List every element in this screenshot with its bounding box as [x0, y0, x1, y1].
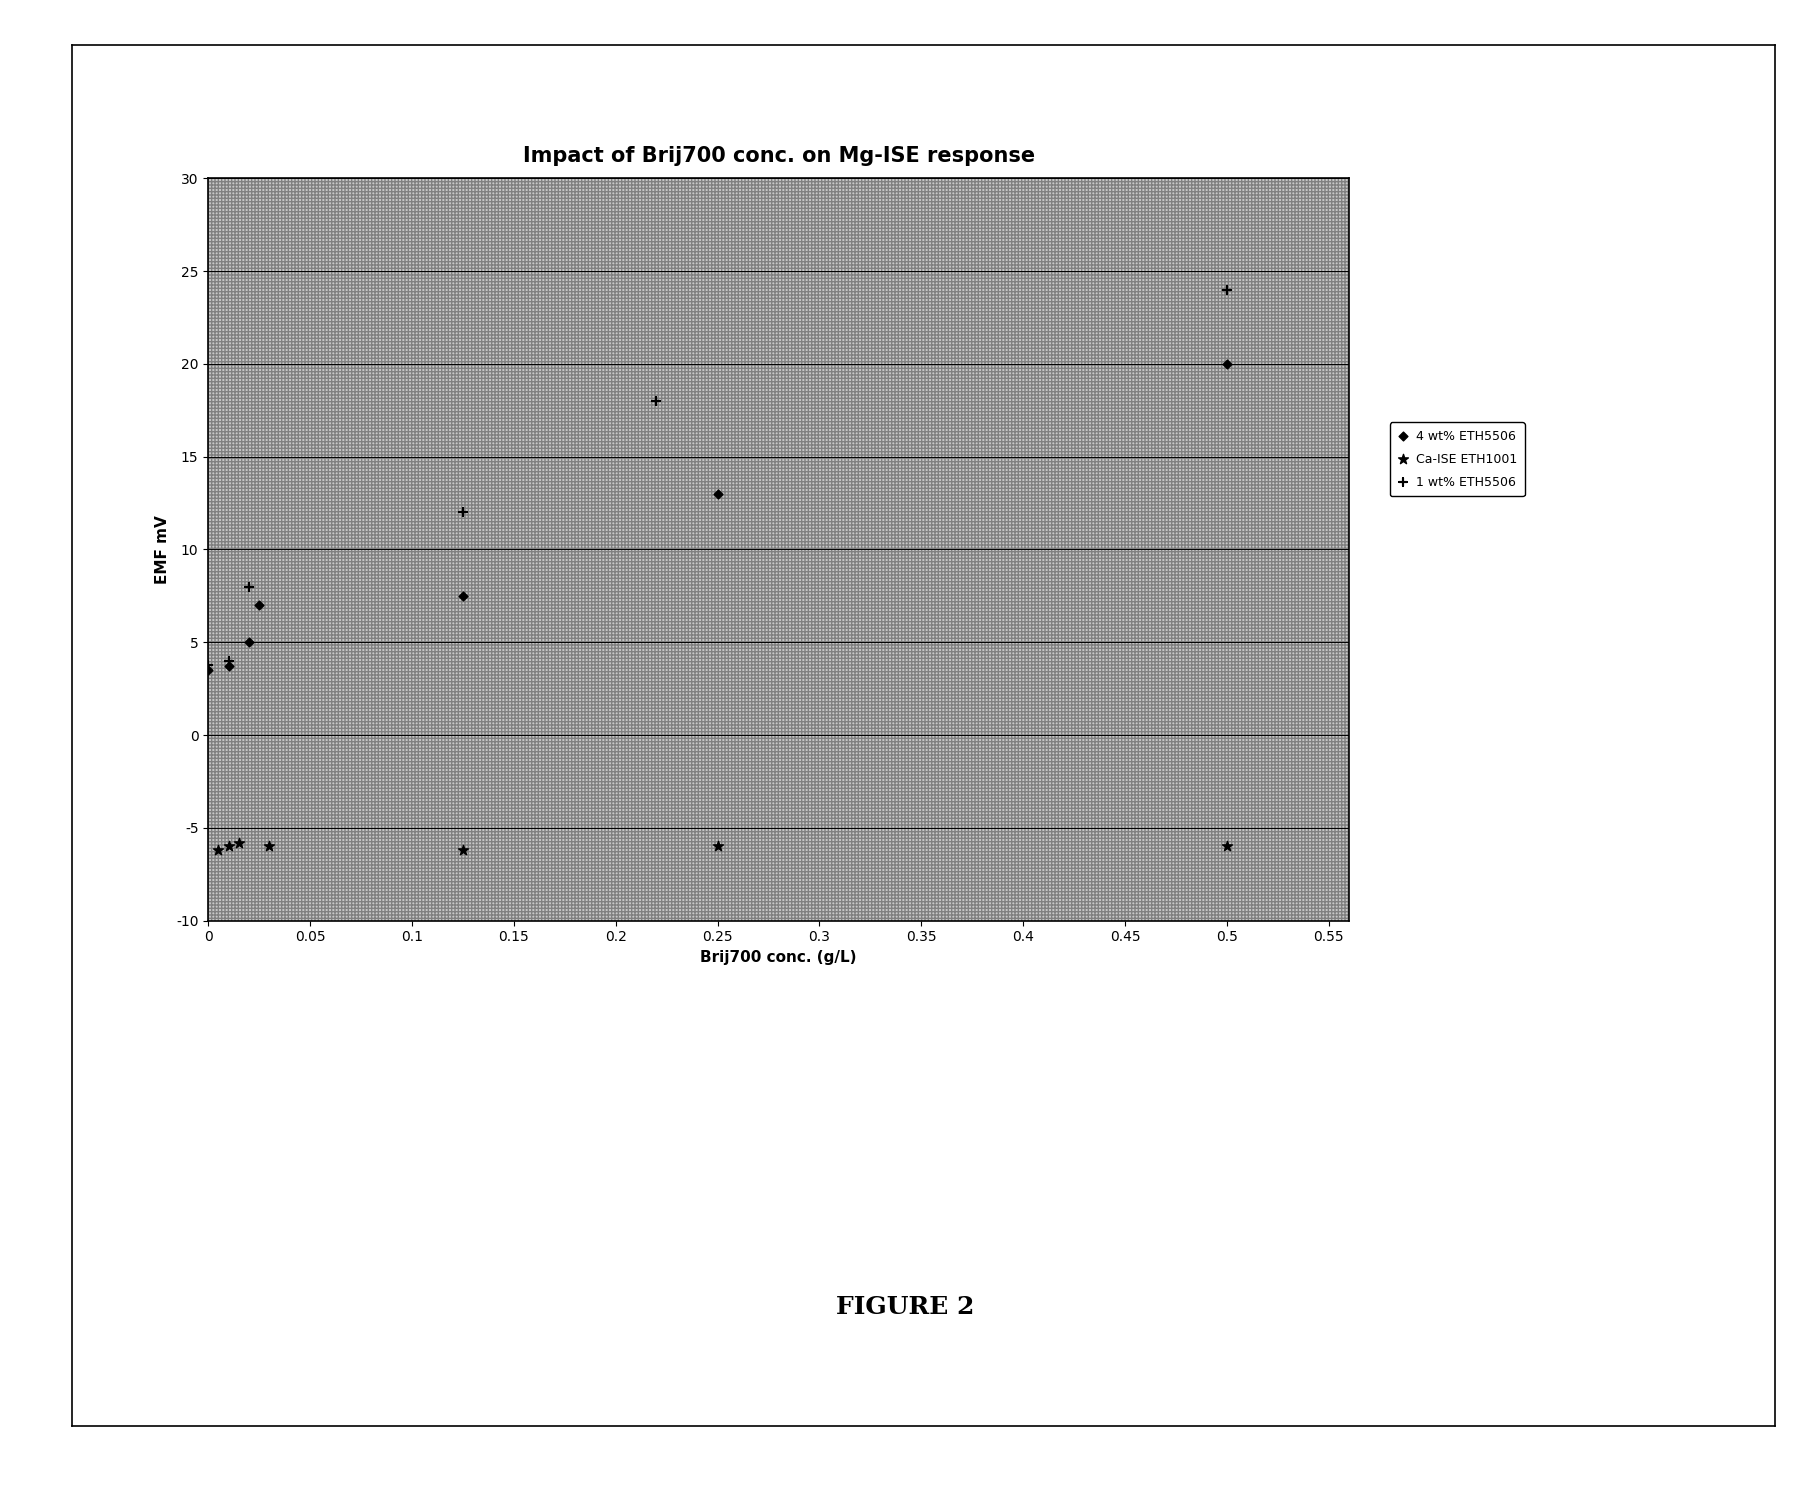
4 wt% ETH5506	[1213, 352, 1242, 376]
1 wt% ETH5506	[194, 653, 223, 677]
1 wt% ETH5506	[235, 575, 264, 598]
Title: Impact of Brij700 conc. on Mg-ISE response: Impact of Brij700 conc. on Mg-ISE respon…	[523, 146, 1034, 165]
1 wt% ETH5506	[449, 500, 478, 524]
Ca-ISE ETH1001	[255, 835, 284, 858]
1 wt% ETH5506	[214, 649, 243, 673]
Ca-ISE ETH1001	[225, 832, 254, 855]
Ca-ISE ETH1001	[703, 835, 732, 858]
4 wt% ETH5506	[235, 630, 264, 653]
Y-axis label: EMF mV: EMF mV	[156, 515, 170, 584]
4 wt% ETH5506	[194, 658, 223, 682]
4 wt% ETH5506	[244, 593, 273, 618]
Legend: 4 wt% ETH5506, Ca-ISE ETH1001, 1 wt% ETH5506: 4 wt% ETH5506, Ca-ISE ETH1001, 1 wt% ETH…	[1389, 422, 1525, 496]
4 wt% ETH5506	[214, 655, 243, 679]
Ca-ISE ETH1001	[214, 835, 243, 858]
Text: FIGURE 2: FIGURE 2	[837, 1295, 974, 1319]
X-axis label: Brij700 conc. (g/L): Brij700 conc. (g/L)	[701, 950, 857, 965]
1 wt% ETH5506	[1213, 278, 1242, 301]
Ca-ISE ETH1001	[205, 838, 234, 861]
4 wt% ETH5506	[703, 481, 732, 505]
Ca-ISE ETH1001	[1213, 835, 1242, 858]
1 wt% ETH5506	[641, 389, 670, 413]
Ca-ISE ETH1001	[449, 838, 478, 861]
4 wt% ETH5506	[449, 584, 478, 607]
